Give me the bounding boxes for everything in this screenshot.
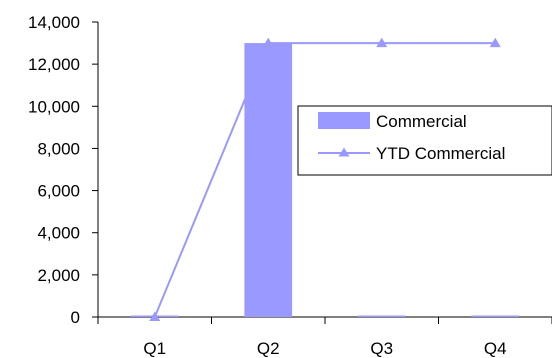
legend-marker-ytd-commercial bbox=[338, 147, 350, 157]
y-tick-label: 0 bbox=[71, 308, 80, 327]
ytd-commercial-line bbox=[153, 42, 496, 318]
ytd-marker-q1 bbox=[149, 311, 161, 321]
y-tick-label: 12,000 bbox=[28, 55, 80, 74]
x-tick-label: Q3 bbox=[370, 339, 393, 358]
x-tick-label: Q1 bbox=[143, 339, 166, 358]
x-tick-label: Q2 bbox=[257, 339, 280, 358]
legend-label-ytd-commercial: YTD Commercial bbox=[376, 144, 505, 163]
y-tick-label: 4,000 bbox=[37, 224, 80, 243]
bar-q2 bbox=[244, 43, 293, 317]
bar-q4 bbox=[471, 315, 520, 317]
x-axis: Q1 Q2 Q3 Q4 bbox=[97, 316, 552, 358]
ytd-marker-q4 bbox=[489, 37, 501, 48]
bar-series bbox=[130, 43, 520, 317]
ytd-marker-q2 bbox=[262, 37, 274, 48]
y-tick-label: 2,000 bbox=[37, 266, 80, 285]
ytd-marker-q3 bbox=[376, 37, 388, 48]
line-series bbox=[149, 37, 501, 321]
x-tick-label: Q4 bbox=[484, 339, 507, 358]
legend-swatch-commercial bbox=[318, 112, 370, 129]
y-tick-label: 8,000 bbox=[37, 139, 80, 158]
y-tick-label: 14,000 bbox=[28, 13, 80, 32]
legend-label-commercial: Commercial bbox=[376, 112, 467, 131]
y-axis: 0 2,000 4,000 6,000 8,000 10,000 12,000 14,000 bbox=[28, 13, 99, 327]
legend: Commercial YTD Commercial bbox=[297, 105, 552, 176]
bar-q3 bbox=[357, 315, 406, 317]
y-tick-label: 10,000 bbox=[28, 97, 80, 116]
y-tick-label: 6,000 bbox=[37, 182, 80, 201]
